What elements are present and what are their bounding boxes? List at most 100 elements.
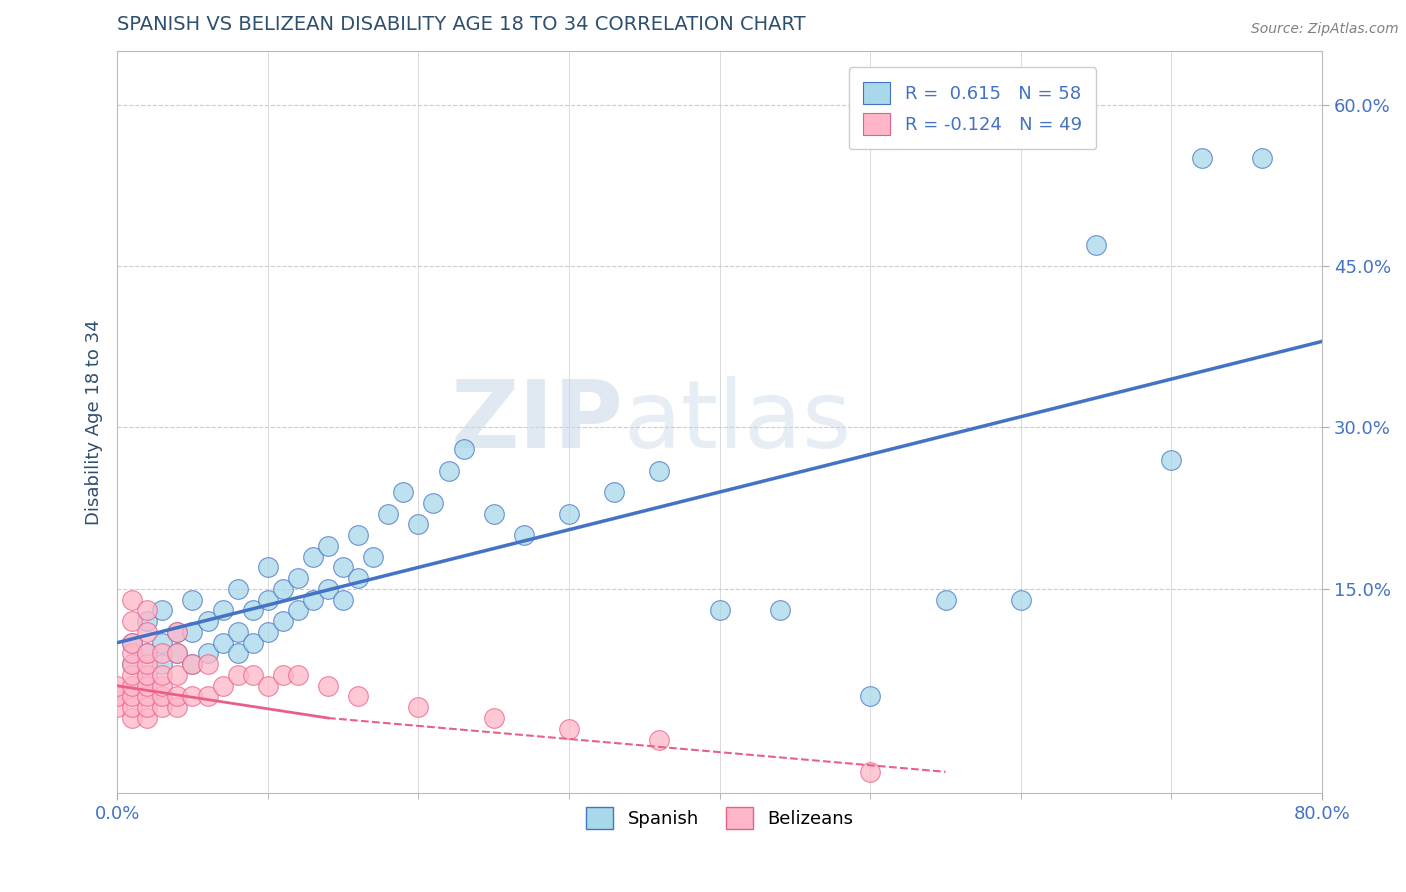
Point xyxy=(150,647,173,661)
Point xyxy=(361,549,384,564)
Point xyxy=(136,657,159,672)
Point xyxy=(256,679,278,693)
Point xyxy=(347,571,370,585)
Point xyxy=(136,647,159,661)
Point xyxy=(408,517,430,532)
Point xyxy=(709,603,731,617)
Point xyxy=(316,679,339,693)
Point xyxy=(256,592,278,607)
Point xyxy=(332,592,354,607)
Point xyxy=(287,603,309,617)
Point xyxy=(1191,152,1213,166)
Point xyxy=(105,700,128,714)
Point xyxy=(136,668,159,682)
Point xyxy=(1250,152,1272,166)
Point xyxy=(150,657,173,672)
Point xyxy=(166,700,188,714)
Legend: Spanish, Belizeans: Spanish, Belizeans xyxy=(579,800,860,837)
Y-axis label: Disability Age 18 to 34: Disability Age 18 to 34 xyxy=(86,319,103,524)
Point xyxy=(136,679,159,693)
Point xyxy=(226,668,249,682)
Point xyxy=(211,636,233,650)
Point xyxy=(166,624,188,639)
Point xyxy=(150,603,173,617)
Point xyxy=(242,668,264,682)
Point xyxy=(769,603,792,617)
Point xyxy=(121,657,143,672)
Point xyxy=(392,485,415,500)
Point xyxy=(136,624,159,639)
Point xyxy=(242,636,264,650)
Point xyxy=(558,507,581,521)
Point xyxy=(226,582,249,596)
Point xyxy=(513,528,536,542)
Point xyxy=(302,592,325,607)
Point xyxy=(121,647,143,661)
Point xyxy=(197,614,219,628)
Point xyxy=(302,549,325,564)
Point xyxy=(453,442,475,456)
Point xyxy=(197,657,219,672)
Point xyxy=(105,679,128,693)
Point xyxy=(197,647,219,661)
Point xyxy=(1010,592,1032,607)
Point xyxy=(121,690,143,704)
Point xyxy=(226,624,249,639)
Point xyxy=(859,764,882,779)
Point xyxy=(332,560,354,574)
Point xyxy=(121,668,143,682)
Point xyxy=(648,732,671,747)
Point xyxy=(482,711,505,725)
Point xyxy=(121,636,143,650)
Point xyxy=(211,603,233,617)
Point xyxy=(347,690,370,704)
Point xyxy=(271,614,294,628)
Point xyxy=(166,624,188,639)
Point xyxy=(121,636,143,650)
Point xyxy=(136,711,159,725)
Point xyxy=(287,668,309,682)
Point xyxy=(136,647,159,661)
Point xyxy=(558,722,581,736)
Point xyxy=(256,560,278,574)
Point xyxy=(181,657,204,672)
Point xyxy=(256,624,278,639)
Point xyxy=(150,636,173,650)
Point xyxy=(648,463,671,477)
Point xyxy=(136,690,159,704)
Point xyxy=(482,507,505,521)
Text: SPANISH VS BELIZEAN DISABILITY AGE 18 TO 34 CORRELATION CHART: SPANISH VS BELIZEAN DISABILITY AGE 18 TO… xyxy=(117,15,806,34)
Point xyxy=(859,690,882,704)
Point xyxy=(105,690,128,704)
Point xyxy=(136,603,159,617)
Text: ZIP: ZIP xyxy=(450,376,623,468)
Point xyxy=(121,711,143,725)
Text: Source: ZipAtlas.com: Source: ZipAtlas.com xyxy=(1251,22,1399,37)
Point xyxy=(166,690,188,704)
Point xyxy=(1160,452,1182,467)
Point xyxy=(181,624,204,639)
Point xyxy=(136,614,159,628)
Point xyxy=(181,592,204,607)
Point xyxy=(181,690,204,704)
Point xyxy=(226,647,249,661)
Point xyxy=(242,603,264,617)
Point xyxy=(271,582,294,596)
Point xyxy=(422,496,444,510)
Point xyxy=(287,571,309,585)
Point xyxy=(408,700,430,714)
Point xyxy=(121,592,143,607)
Point xyxy=(181,657,204,672)
Point xyxy=(150,690,173,704)
Point xyxy=(377,507,399,521)
Point xyxy=(935,592,957,607)
Point xyxy=(166,647,188,661)
Point xyxy=(150,700,173,714)
Point xyxy=(136,668,159,682)
Point xyxy=(166,647,188,661)
Point xyxy=(347,528,370,542)
Point xyxy=(1085,237,1108,252)
Point xyxy=(150,679,173,693)
Point xyxy=(211,679,233,693)
Point xyxy=(121,679,143,693)
